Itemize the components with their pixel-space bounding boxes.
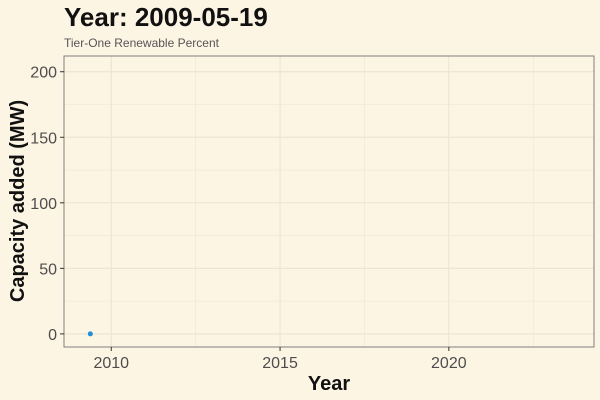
y-tick-label: 0 — [48, 327, 57, 344]
x-tick-label: 2015 — [262, 355, 298, 372]
panel-border — [63, 55, 595, 348]
data-points — [87, 331, 93, 337]
grid-lines — [64, 56, 594, 347]
y-axis-title: Capacity added (MW) — [7, 100, 29, 302]
y-axis-ticks: 0 50 100 150 200 — [30, 65, 64, 344]
x-axis-title: Year — [308, 373, 350, 395]
y-tick-label: 200 — [30, 65, 57, 82]
y-tick-label: 100 — [30, 196, 57, 213]
y-tick-label: 150 — [30, 130, 57, 147]
chart-title: Year: 2009-05-19 — [64, 2, 268, 32]
data-point — [87, 331, 93, 337]
x-axis-ticks: 2010 2015 2020 — [93, 347, 467, 372]
chart-subtitle: Tier-One Renewable Percent — [64, 36, 219, 50]
x-tick-label: 2010 — [93, 355, 129, 372]
y-tick-label: 50 — [39, 261, 57, 278]
x-tick-label: 2020 — [431, 355, 467, 372]
